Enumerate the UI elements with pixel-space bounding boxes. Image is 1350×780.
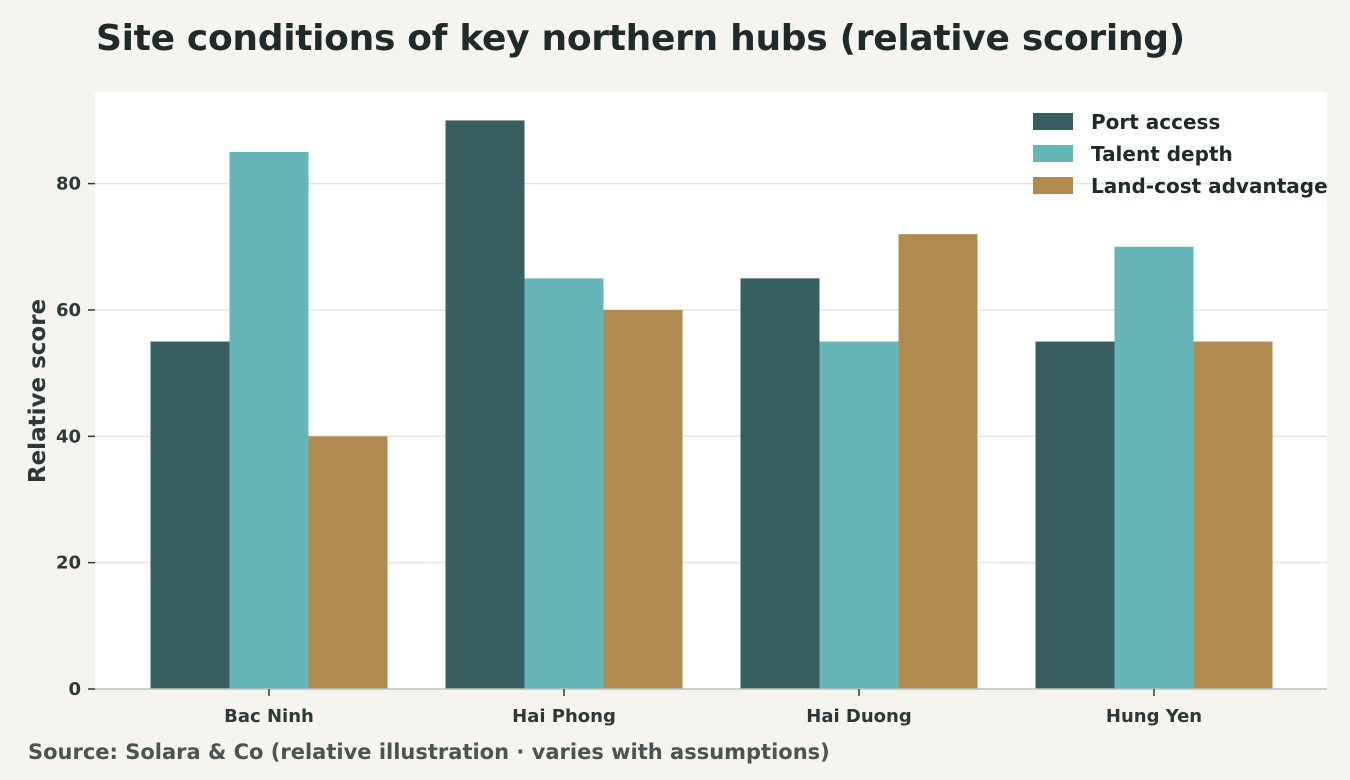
bar-talent-depth-hung-yen bbox=[1114, 246, 1194, 689]
chart-title: Site conditions of key northern hubs (re… bbox=[96, 18, 1185, 59]
y-tick-label: 20 bbox=[56, 553, 81, 574]
x-ticks: Bac Ninh Hai Phong Hai Duong Hung Yen bbox=[224, 689, 1202, 727]
y-tick-label: 80 bbox=[56, 174, 81, 195]
bar-land-cost-advantage-hung-yen bbox=[1193, 341, 1273, 689]
legend-label: Land-cost advantage bbox=[1091, 174, 1328, 198]
x-tick-label: Hai Duong bbox=[806, 706, 911, 727]
bar-port-access-hai-duong bbox=[740, 278, 820, 689]
source-note: Source: Solara & Co (relative illustrati… bbox=[28, 740, 830, 764]
legend-label: Port access bbox=[1091, 110, 1220, 134]
x-tick-label: Bac Ninh bbox=[224, 706, 314, 727]
x-tick-label: Hung Yen bbox=[1106, 706, 1202, 727]
y-ticks: 0 20 40 60 80 bbox=[56, 174, 95, 700]
legend: Port access Talent depth Land-cost advanta… bbox=[1033, 110, 1328, 198]
bar-talent-depth-hai-duong bbox=[819, 341, 899, 689]
bar-talent-depth-hai-phong bbox=[524, 278, 604, 689]
legend-label: Talent depth bbox=[1091, 142, 1233, 166]
bar-land-cost-advantage-hai-duong bbox=[898, 234, 978, 689]
y-tick-label: 0 bbox=[68, 679, 81, 700]
x-tick-label: Hai Phong bbox=[512, 706, 616, 727]
bar-port-access-hai-phong bbox=[445, 120, 525, 689]
bar-port-access-bac-ninh bbox=[150, 341, 230, 689]
bar-land-cost-advantage-hai-phong bbox=[603, 309, 683, 689]
bars bbox=[150, 120, 1273, 689]
y-tick-label: 40 bbox=[56, 426, 81, 447]
y-axis-label: Relative score bbox=[25, 299, 51, 483]
legend-swatch bbox=[1033, 145, 1073, 162]
bar-port-access-hung-yen bbox=[1035, 341, 1115, 689]
y-tick-label: 60 bbox=[56, 300, 81, 321]
legend-swatch bbox=[1033, 177, 1073, 194]
legend-swatch bbox=[1033, 113, 1073, 130]
bar-land-cost-advantage-bac-ninh bbox=[308, 436, 388, 689]
bar-talent-depth-bac-ninh bbox=[229, 152, 309, 689]
